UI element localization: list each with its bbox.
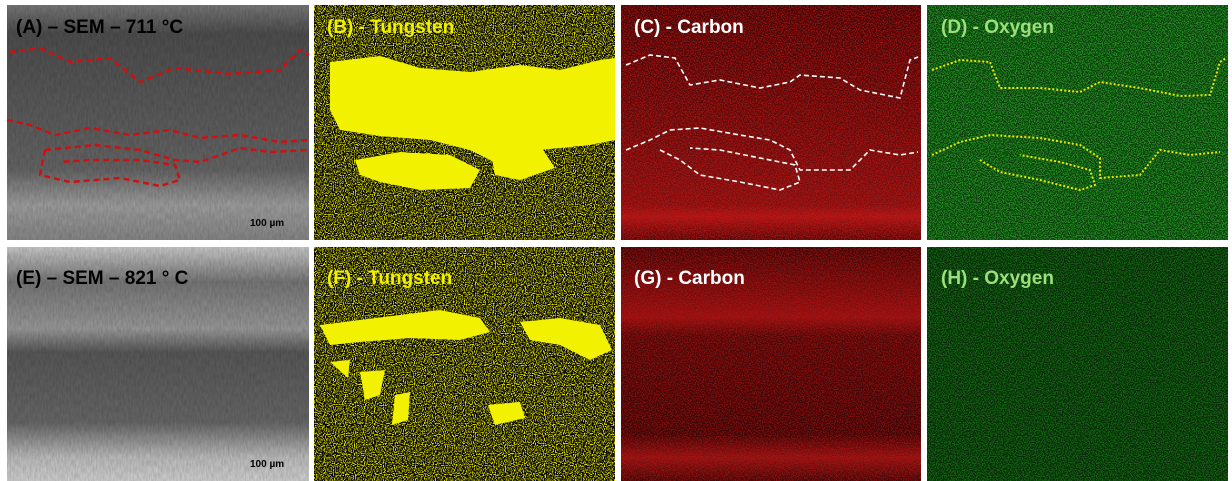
panel-label: (C) - Carbon — [634, 17, 744, 38]
map-speckle — [621, 5, 921, 240]
panel-label: (F) - Tungsten — [327, 268, 452, 289]
panel-label: (E) – SEM – 821 ° C — [16, 268, 189, 289]
panel-label: (A) – SEM – 711 °C — [16, 17, 183, 38]
panel-a: (A) – SEM – 711 °C 100 µm — [7, 5, 309, 240]
scale-bar: 100 µm — [250, 218, 284, 229]
panel-b: (B) - Tungsten — [314, 5, 615, 240]
figure: (A) – SEM – 711 °C 100 µm (B) - Tungsten… — [0, 0, 1232, 481]
panel-f: (F) - Tungsten — [314, 247, 615, 481]
panel-c: (C) - Carbon — [621, 5, 921, 240]
panel-d: (D) - Oxygen — [927, 5, 1228, 240]
map-speckle — [927, 5, 1228, 240]
panel-label: (G) - Carbon — [634, 268, 745, 289]
panel-label: (H) - Oxygen — [941, 268, 1054, 289]
scale-bar: 100 µm — [250, 459, 284, 470]
panel-g: (G) - Carbon — [621, 247, 921, 481]
panel-e: (E) – SEM – 821 ° C 100 µm — [7, 247, 309, 481]
panel-label: (B) - Tungsten — [327, 17, 454, 38]
panel-label: (D) - Oxygen — [941, 17, 1054, 38]
panel-h: (H) - Oxygen — [927, 247, 1228, 481]
sem-image — [7, 5, 309, 240]
